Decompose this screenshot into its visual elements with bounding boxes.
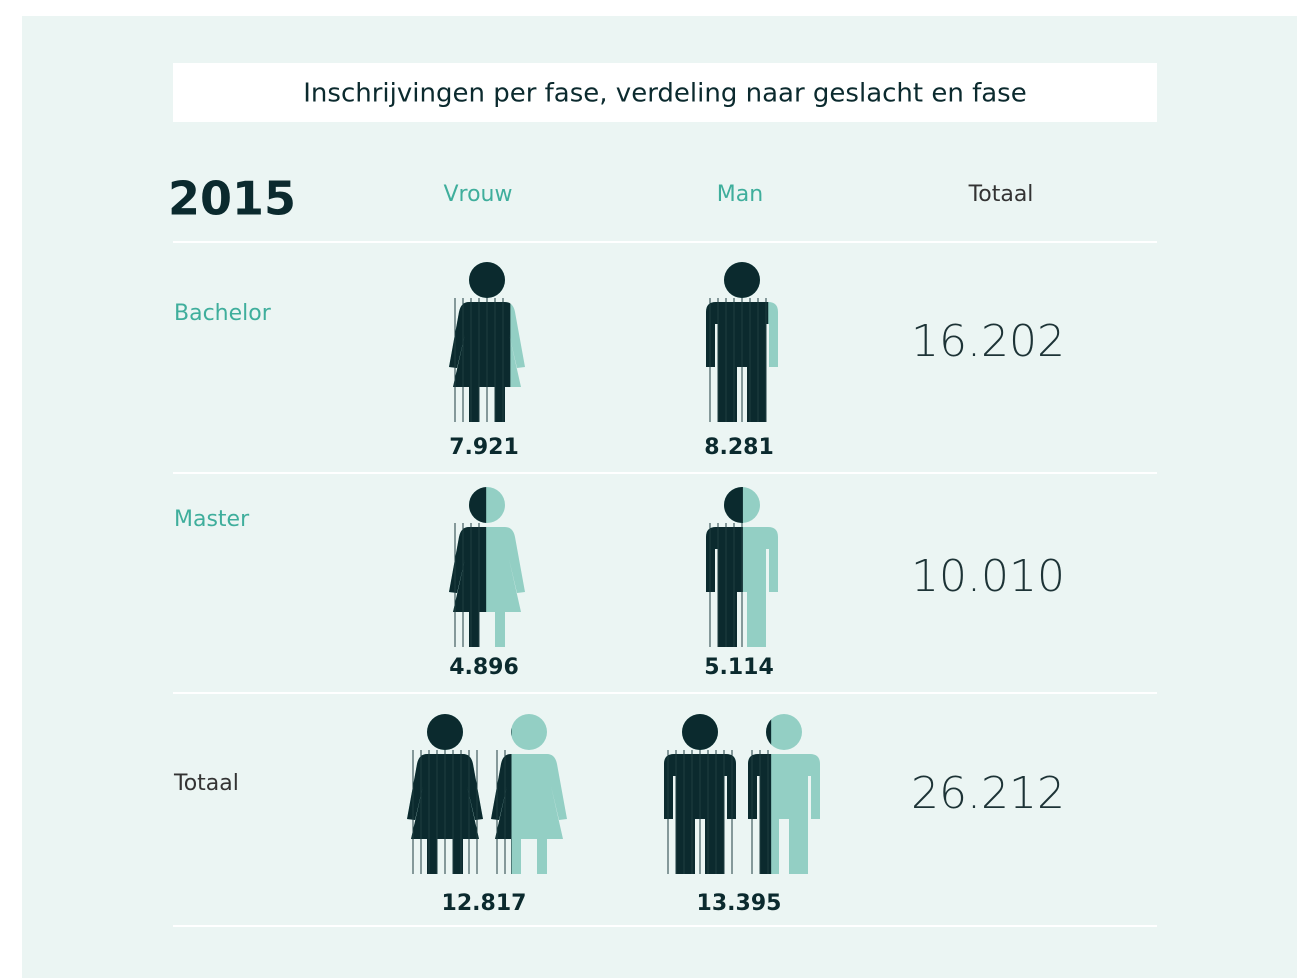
pictogram (449, 487, 525, 647)
title-box (173, 63, 1157, 122)
pictogram (748, 714, 820, 874)
pictogram (491, 714, 567, 874)
row-label: Master (174, 507, 250, 532)
pictogram (407, 714, 483, 874)
value-label: 5.114 (704, 655, 774, 680)
content: Bachelor 7.921 8.281 16.202 Master 4.896 5.114… (173, 262, 1065, 916)
value-label: 8.281 (704, 435, 774, 460)
pictogram (706, 262, 778, 422)
value-label: 13.395 (697, 891, 782, 916)
total-value: 16.202 (911, 316, 1065, 367)
column-header: Man (717, 182, 763, 207)
total-value: 10.010 (911, 551, 1065, 602)
pictogram (706, 487, 778, 647)
row-dividers (173, 241, 1157, 927)
column-header: Vrouw (443, 182, 512, 207)
pictogram (449, 262, 525, 422)
pictogram (664, 714, 736, 874)
year: 2015 (168, 172, 296, 226)
row-label: Bachelor (174, 301, 272, 326)
value-label: 4.896 (449, 655, 519, 680)
panel (22, 16, 1297, 978)
column-header: Totaal (968, 182, 1034, 207)
title: Inschrijvingen per fase, verdeling naar … (303, 79, 1026, 109)
value-label: 7.921 (449, 435, 519, 460)
row-label: Totaal (173, 771, 239, 796)
value-label: 12.817 (442, 891, 527, 916)
total-value: 26.212 (911, 768, 1065, 819)
